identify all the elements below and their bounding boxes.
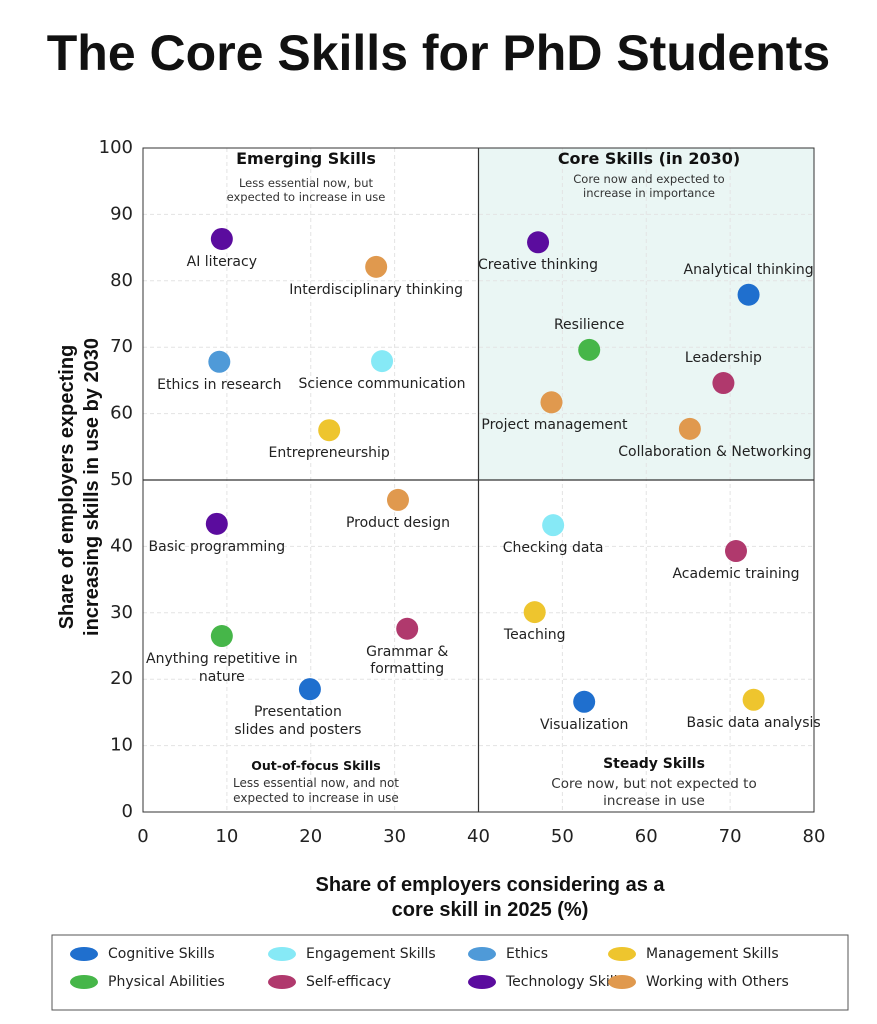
point-label: Visualization bbox=[539, 716, 629, 733]
scatter-point bbox=[208, 350, 231, 373]
point-label: Presentation slides and posters bbox=[234, 704, 362, 738]
point-label: Academic training bbox=[672, 566, 800, 583]
legend-marker bbox=[268, 975, 296, 989]
scatter-point bbox=[724, 540, 747, 563]
y-axis-title: Share of employers expecting increasing … bbox=[56, 338, 103, 636]
x-tick-label: 0 bbox=[137, 826, 148, 847]
legend-label: Management Skills bbox=[646, 946, 779, 962]
x-tick-label: 80 bbox=[803, 826, 826, 847]
quadrant-note: Core now and expected to increase in imp… bbox=[573, 172, 725, 201]
point-label: Project management bbox=[481, 417, 628, 434]
legend-label: Technology Skills bbox=[505, 974, 625, 990]
x-tick-label: 30 bbox=[383, 826, 406, 847]
legend-marker bbox=[608, 947, 636, 961]
legend-label: Working with Others bbox=[646, 974, 789, 990]
scatter-point bbox=[318, 419, 341, 442]
scatter-point bbox=[578, 338, 601, 361]
x-tick-label: 50 bbox=[551, 826, 574, 847]
legend-marker bbox=[468, 947, 496, 961]
scatter-point bbox=[678, 417, 701, 440]
scatter-point bbox=[371, 350, 394, 373]
y-tick-label: 20 bbox=[110, 668, 133, 689]
quadrant-title: Out-of-focus Skills bbox=[251, 758, 381, 773]
scatter-point bbox=[365, 255, 388, 278]
point-label: Creative thinking bbox=[478, 257, 599, 274]
y-tick-label: 80 bbox=[110, 270, 133, 291]
point-label: Resilience bbox=[553, 316, 625, 333]
scatter-point bbox=[527, 231, 550, 254]
quadrant-note: Less essential now, and not expected to … bbox=[232, 776, 400, 805]
y-tick-label: 10 bbox=[110, 735, 133, 756]
legend-marker bbox=[468, 975, 496, 989]
point-label: Science communication bbox=[298, 376, 466, 393]
y-tick-label: 100 bbox=[99, 137, 133, 158]
legend-label: Cognitive Skills bbox=[108, 946, 215, 962]
quadrant-note: Core now, but not expected to increase i… bbox=[551, 776, 757, 809]
legend-label: Physical Abilities bbox=[108, 974, 225, 990]
scatter-point bbox=[712, 372, 735, 395]
y-tick-label: 40 bbox=[110, 535, 133, 556]
point-label: Leadership bbox=[684, 350, 762, 367]
legend-box bbox=[51, 934, 849, 1011]
point-label: Ethics in research bbox=[157, 376, 282, 393]
point-label: Collaboration & Networking bbox=[618, 443, 812, 460]
quadrant-title: Core Skills (in 2030) bbox=[557, 149, 741, 168]
point-label: Entrepreneurship bbox=[268, 445, 390, 462]
quadrant-title: Emerging Skills bbox=[236, 149, 376, 168]
point-label: Interdisciplinary thinking bbox=[289, 281, 464, 298]
scatter-point bbox=[542, 514, 565, 537]
point-label: Analytical thinking bbox=[683, 261, 814, 278]
y-tick-label: 60 bbox=[110, 403, 133, 424]
legend-marker bbox=[268, 947, 296, 961]
point-label: Grammar & formatting bbox=[366, 643, 449, 678]
legend-marker bbox=[608, 975, 636, 989]
y-tick-label: 70 bbox=[110, 336, 133, 357]
x-tick-label: 70 bbox=[719, 826, 742, 847]
scatter-point bbox=[205, 512, 228, 535]
scatter-point bbox=[210, 227, 233, 250]
y-tick-label: 30 bbox=[110, 602, 133, 623]
legend-label: Self-efficacy bbox=[306, 974, 391, 990]
y-tick-label: 0 bbox=[122, 801, 133, 822]
point-label: Checking data bbox=[502, 540, 604, 557]
x-tick-label: 60 bbox=[635, 826, 658, 847]
scatter-point bbox=[210, 625, 233, 648]
scatter-point bbox=[523, 601, 546, 624]
scatter-point bbox=[540, 391, 563, 414]
legend-label: Engagement Skills bbox=[306, 946, 436, 962]
legend-marker bbox=[70, 947, 98, 961]
point-label: Product design bbox=[345, 514, 450, 531]
x-tick-label: 40 bbox=[467, 826, 490, 847]
quadrant-note: Less essential now, but expected to incr… bbox=[226, 176, 386, 205]
x-axis-title: Share of employers considering as a core… bbox=[315, 874, 665, 921]
scatter-point bbox=[396, 617, 419, 640]
point-label: Basic data analysis bbox=[686, 714, 821, 731]
quadrant-title: Steady Skills bbox=[603, 756, 705, 772]
y-tick-label: 90 bbox=[110, 203, 133, 224]
point-label: Basic programming bbox=[148, 538, 286, 555]
scatter-point bbox=[386, 488, 409, 511]
x-tick-label: 20 bbox=[299, 826, 322, 847]
y-tick-label: 50 bbox=[110, 469, 133, 490]
scatter-point bbox=[298, 678, 321, 701]
scatter-point bbox=[573, 690, 596, 713]
scatter-point bbox=[742, 688, 765, 711]
chart-title: The Core Skills for PhD Students bbox=[46, 25, 831, 81]
point-label: Teaching bbox=[503, 627, 566, 644]
x-tick-label: 10 bbox=[215, 826, 238, 847]
legend-label: Ethics bbox=[506, 946, 548, 962]
point-label: AI literacy bbox=[186, 253, 257, 270]
scatter-point bbox=[737, 283, 760, 306]
legend-marker bbox=[70, 975, 98, 989]
point-label: Anything repetitive in nature bbox=[146, 651, 298, 685]
